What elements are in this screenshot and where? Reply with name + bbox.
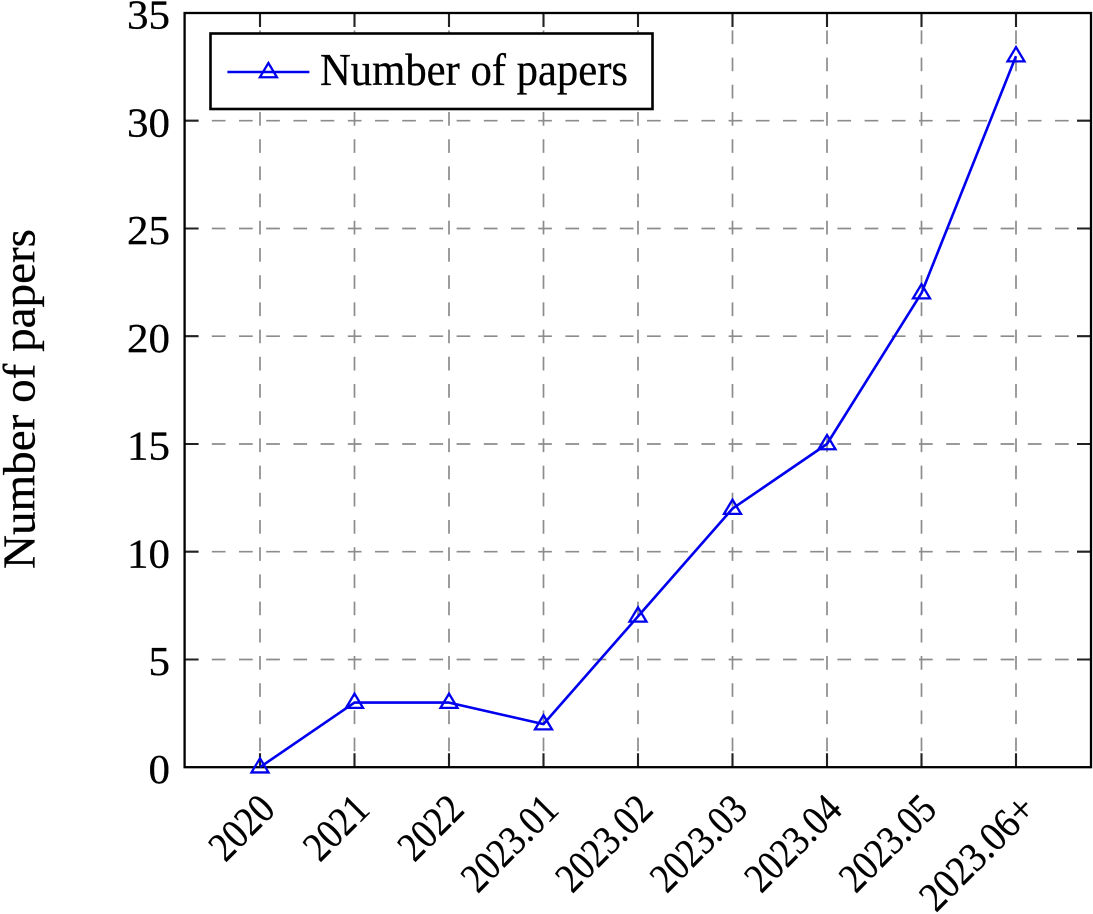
svg-text:Number of papers: Number of papers bbox=[320, 44, 628, 95]
svg-text:0: 0 bbox=[149, 746, 171, 792]
svg-text:10: 10 bbox=[127, 530, 170, 576]
svg-text:15: 15 bbox=[127, 423, 170, 469]
svg-text:Number of papers: Number of papers bbox=[0, 229, 45, 569]
svg-text:35: 35 bbox=[127, 0, 170, 38]
svg-text:30: 30 bbox=[127, 99, 170, 145]
svg-text:5: 5 bbox=[149, 638, 171, 684]
svg-text:20: 20 bbox=[127, 315, 170, 361]
svg-text:25: 25 bbox=[127, 207, 170, 253]
